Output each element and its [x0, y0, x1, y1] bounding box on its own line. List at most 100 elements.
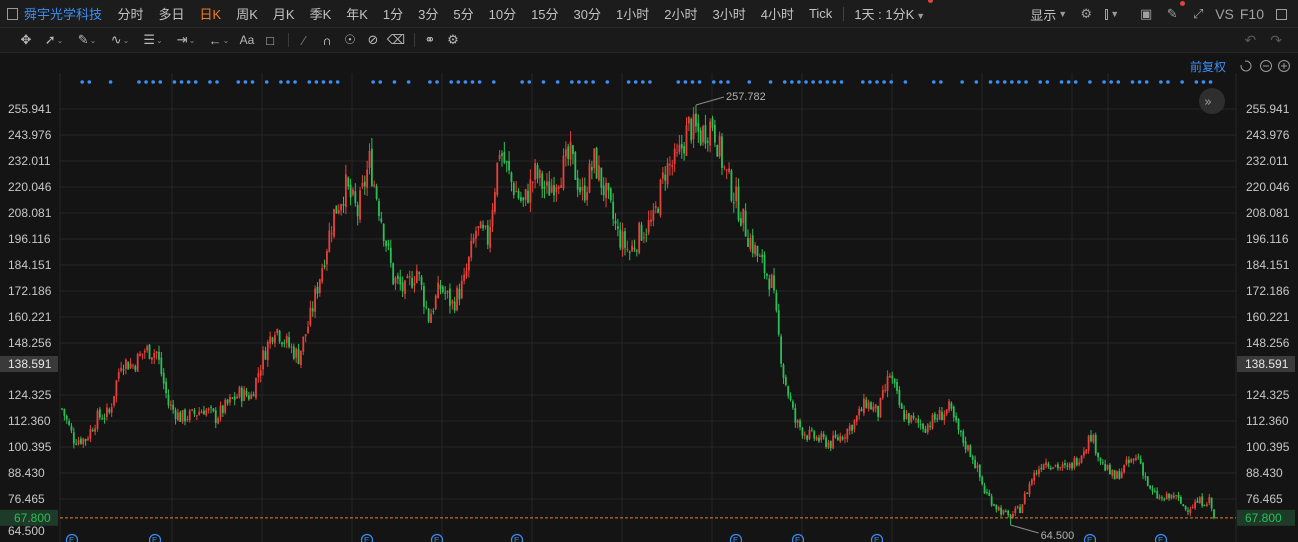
zoom-out-icon[interactable]	[1260, 60, 1272, 72]
y-tick-label: 76.465	[1246, 492, 1283, 506]
arrow-tool[interactable]: ← ⌄	[204, 30, 234, 50]
event-dot	[676, 80, 681, 84]
layout-box-icon[interactable]: ▼	[1105, 7, 1119, 21]
note-icon[interactable]: □	[266, 32, 274, 48]
range-tool[interactable]: ⇥ ⌄	[171, 30, 201, 50]
tab-1min[interactable]: 1分	[382, 7, 404, 22]
display-menu[interactable]: 显示 ▼	[1030, 5, 1067, 24]
candle-body	[1120, 471, 1123, 479]
candle-body	[569, 141, 572, 160]
event-dot	[1116, 80, 1121, 84]
trash-icon[interactable]: ⌫	[386, 32, 406, 47]
candle-body	[884, 389, 887, 391]
undo-icon[interactable]: ↶	[1244, 32, 1257, 48]
top-bar: 舜宇光学科技 分时 多日 日K 周K 月K 季K 年K 1分 3分 5分 10分…	[0, 0, 1298, 28]
tab-multiday[interactable]: 多日	[158, 7, 185, 22]
move-icon[interactable]: ✥	[20, 32, 32, 47]
tab-10min[interactable]: 10分	[488, 7, 517, 22]
fib-tool[interactable]: ☰ ⌄	[138, 30, 168, 50]
reference-price-label-right: 138.591	[1245, 357, 1289, 371]
candle-body	[1137, 456, 1140, 458]
display-label: 显示	[1030, 7, 1057, 23]
candle-body	[713, 124, 716, 143]
candle-body	[957, 418, 960, 430]
candle-body	[449, 288, 451, 306]
settings-gear-icon[interactable]: ⚙	[1080, 6, 1093, 21]
candle-body	[531, 182, 534, 184]
candle-body	[616, 226, 619, 229]
tab-30min[interactable]: 30分	[573, 7, 602, 22]
hide-icon[interactable]: ⊘	[367, 32, 379, 47]
y-tick-label: 184.151	[1246, 258, 1290, 272]
candle-body	[94, 428, 97, 432]
candle-body	[498, 155, 501, 160]
tab-tick[interactable]: Tick	[808, 6, 833, 21]
candle-body	[496, 162, 499, 195]
tab-monthly-k[interactable]: 月K	[272, 7, 295, 22]
reset-zoom-icon[interactable]	[1239, 59, 1252, 72]
camera-icon[interactable]: ▣	[1140, 6, 1153, 21]
event-dot	[882, 80, 886, 84]
tab-15min[interactable]: 15分	[531, 7, 559, 22]
candle-body	[590, 167, 593, 171]
event-dot	[186, 80, 191, 84]
candle-body	[453, 301, 456, 311]
candle-body	[1099, 457, 1102, 461]
link-icon[interactable]: ⚭	[424, 32, 436, 47]
zoom-in-icon[interactable]	[1278, 60, 1290, 72]
f10-button[interactable]: F10	[1239, 6, 1264, 22]
panel-toggle-icon[interactable]	[7, 7, 18, 20]
tab-1hour[interactable]: 1小时	[616, 7, 650, 22]
redo-icon[interactable]: ↷	[1270, 32, 1282, 48]
candle-body	[1116, 471, 1118, 479]
tab-3hour[interactable]: 3小时	[712, 7, 746, 22]
event-marker	[360, 533, 374, 542]
tab-weekly-k[interactable]: 周K	[236, 7, 258, 22]
tab-5min[interactable]: 5分	[453, 7, 474, 22]
vs-button[interactable]: VS	[1215, 6, 1234, 22]
expand-panel-icon[interactable]: »	[1199, 88, 1225, 114]
candle-body	[101, 418, 104, 420]
candle-body	[647, 219, 650, 233]
eraser-icon[interactable]: ∕	[302, 32, 306, 48]
tab-2hour[interactable]: 2小时	[664, 7, 698, 22]
candle-body	[1012, 513, 1014, 518]
candle-body	[179, 412, 182, 422]
text-icon[interactable]: Aa	[239, 33, 255, 47]
tab-intraday[interactable]: 分时	[117, 7, 144, 22]
tab-daily-k[interactable]: 日K	[199, 7, 222, 22]
candle-body	[863, 398, 865, 414]
candle-body	[72, 432, 75, 444]
wave-tool[interactable]: ∿ ⌄	[105, 30, 135, 50]
candle-body	[948, 401, 950, 411]
line-tool[interactable]: ➚ ⌄	[39, 30, 69, 50]
event-marker-label: E	[364, 536, 369, 542]
candle-body	[165, 381, 167, 394]
candle-body	[380, 218, 383, 222]
tab-4hour[interactable]: 4小时	[760, 7, 794, 22]
candle-body	[302, 336, 305, 352]
candle-body	[63, 408, 66, 416]
period-select[interactable]: 1天 : 1分K ▼	[847, 0, 933, 23]
eye-icon[interactable]: ☉	[344, 32, 356, 47]
tab-3min[interactable]: 3分	[418, 7, 439, 22]
event-dot	[108, 80, 113, 84]
tab-quarterly-k[interactable]: 季K	[309, 7, 332, 22]
candle-body	[472, 237, 475, 243]
stock-name[interactable]: 舜宇光学科技	[24, 7, 103, 22]
window-restore-icon[interactable]	[1274, 7, 1288, 21]
tab-yearly-k[interactable]: 年K	[346, 7, 368, 22]
candle-body	[926, 424, 929, 433]
fullscreen-icon[interactable]: ⤢	[1192, 6, 1204, 21]
candle-body	[643, 237, 645, 239]
event-dot	[243, 80, 248, 84]
magnet-icon[interactable]: ∩	[322, 32, 332, 48]
pen-icon[interactable]: ✎	[1166, 1, 1186, 21]
channel-tool[interactable]: ✎ ⌄	[72, 30, 102, 50]
candle-body	[285, 336, 288, 343]
candle-body	[635, 250, 638, 252]
candle-body	[964, 441, 967, 450]
settings-icon[interactable]: ⚙	[447, 32, 459, 47]
price-adjust-label[interactable]: 前复权	[1190, 59, 1226, 74]
